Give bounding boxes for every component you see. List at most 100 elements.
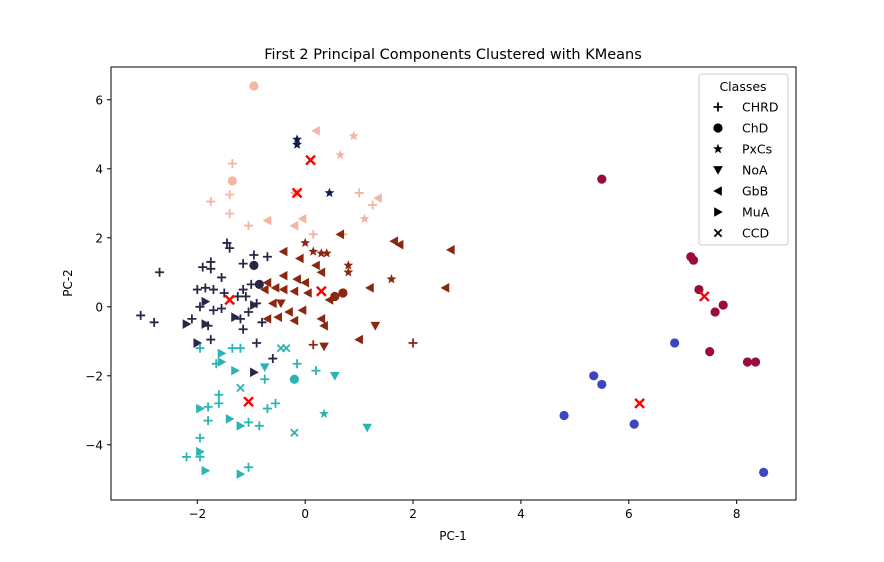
- data-point: [246, 279, 256, 289]
- data-point: [217, 304, 227, 314]
- y-tick-label: −4: [85, 438, 103, 452]
- data-point: [359, 213, 370, 224]
- data-point: [365, 283, 374, 293]
- chart-title: First 2 Principal Components Clustered w…: [264, 47, 642, 63]
- data-point: [750, 357, 761, 367]
- data-point: [227, 343, 237, 353]
- data-point: [236, 421, 246, 431]
- data-point: [200, 283, 210, 293]
- data-point: [354, 188, 364, 198]
- data-point: [238, 285, 248, 295]
- data-point: [192, 285, 202, 295]
- data-point: [316, 248, 327, 258]
- data-point: [373, 193, 382, 203]
- data-point: [241, 291, 251, 301]
- data-point: [250, 367, 259, 378]
- data-point: [259, 363, 270, 372]
- data-point: [217, 272, 227, 282]
- x-tick-label: 4: [517, 507, 525, 521]
- data-point: [260, 374, 270, 384]
- data-point: [759, 467, 769, 477]
- data-point: [705, 347, 715, 357]
- data-point: [292, 139, 303, 149]
- data-point: [195, 433, 205, 443]
- data-point: [262, 277, 272, 288]
- data-point: [271, 398, 281, 408]
- data-point: [206, 197, 216, 207]
- data-point: [282, 343, 291, 353]
- data-point: [446, 245, 455, 255]
- data-point: [203, 402, 213, 412]
- data-point: [386, 273, 397, 284]
- legend-marker-ccd: [713, 228, 723, 238]
- data-point: [688, 255, 699, 265]
- legend-entries: CHRD ChD PxCs NoA GbB MuA CCD: [713, 100, 778, 241]
- data-point: [136, 310, 146, 320]
- data-point: [235, 314, 245, 324]
- legend-marker-noa: [713, 166, 723, 175]
- data-point: [193, 338, 203, 348]
- data-point: [319, 320, 328, 331]
- data-point: [354, 334, 363, 345]
- data-point: [273, 312, 283, 322]
- data-point: [198, 262, 208, 272]
- data-point: [231, 312, 240, 322]
- data-point: [368, 200, 378, 210]
- data-point: [710, 307, 720, 317]
- data-point: [316, 314, 326, 324]
- legend-label-chrd: CHRD: [742, 100, 778, 115]
- data-point: [254, 279, 264, 289]
- data-point: [201, 296, 211, 307]
- data-point: [206, 264, 216, 274]
- data-point: [308, 229, 318, 239]
- data-point: [289, 220, 299, 231]
- data-point: [308, 340, 318, 350]
- data-point: [206, 335, 216, 345]
- legend-label-gbb: GbB: [742, 184, 768, 199]
- data-point: [343, 260, 354, 270]
- data-point: [292, 359, 302, 369]
- data-point: [278, 284, 288, 295]
- data-point: [225, 414, 235, 424]
- data-point: [278, 270, 288, 281]
- data-point: [244, 462, 254, 472]
- data-point: [231, 365, 240, 376]
- data-point: [187, 314, 197, 324]
- data-point: [262, 314, 272, 324]
- data-point: [321, 248, 332, 258]
- x-axis-label: PC-1: [439, 529, 467, 543]
- data-point: [311, 366, 321, 376]
- data-point: [244, 307, 254, 317]
- data-point: [262, 252, 272, 262]
- data-point: [195, 302, 205, 312]
- cluster-center: [243, 396, 254, 408]
- data-point: [238, 259, 248, 269]
- data-point: [370, 321, 381, 331]
- y-axis-label: PC-2: [61, 269, 75, 297]
- data-point: [262, 215, 272, 226]
- data-point: [268, 354, 278, 364]
- data-point: [308, 246, 319, 256]
- data-point: [348, 130, 359, 141]
- x-tick-label: 2: [409, 507, 417, 521]
- data-point: [300, 277, 310, 288]
- data-point: [338, 288, 348, 298]
- data-point: [335, 229, 345, 240]
- data-point: [238, 324, 248, 334]
- data-point: [225, 190, 235, 200]
- data-point: [149, 317, 159, 327]
- data-point: [440, 283, 450, 293]
- data-point: [259, 284, 269, 295]
- data-point: [196, 446, 205, 457]
- axis-ticks: −2 0 2 4 6 8 −4 −2 0 2 4 6: [85, 93, 740, 521]
- data-point: [244, 221, 254, 231]
- data-point: [742, 357, 753, 367]
- data-point: [214, 390, 224, 400]
- data-point: [670, 338, 680, 348]
- plot-area: [136, 81, 769, 479]
- data-point: [236, 469, 246, 479]
- y-tick-label: −2: [85, 369, 103, 383]
- data-point: [195, 452, 205, 462]
- data-point: [297, 305, 307, 316]
- data-point: [254, 421, 264, 431]
